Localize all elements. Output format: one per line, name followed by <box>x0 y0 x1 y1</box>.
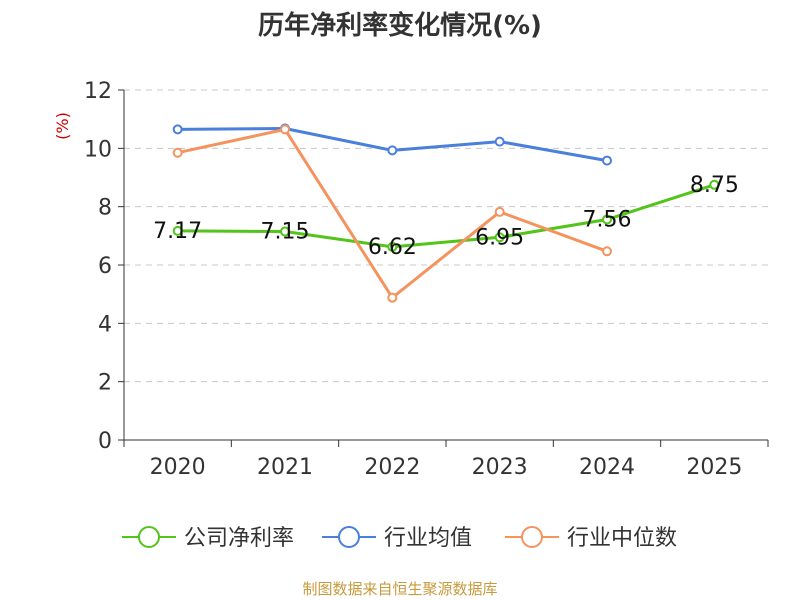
data-point <box>494 206 505 217</box>
data-point <box>602 155 612 166</box>
data-label: 7.17 <box>153 219 202 244</box>
y-tick-label: 0 <box>98 429 112 454</box>
series-line <box>176 127 609 163</box>
axes: 0 2 4 6 8 10 12 2020 2021 2022 2023 2024 2025 <box>84 79 769 480</box>
data-point <box>172 147 183 158</box>
legend-label: 行业均值 <box>384 526 472 551</box>
data-point <box>494 136 505 147</box>
series-layer <box>172 123 720 303</box>
x-tick-label: 2021 <box>257 455 313 480</box>
y-tick-label: 10 <box>84 137 112 162</box>
legend-label: 行业中位数 <box>567 526 677 551</box>
legend-label: 公司净利率 <box>184 526 294 551</box>
x-tick-label: 2020 <box>150 455 206 480</box>
data-point <box>494 232 505 243</box>
data-point <box>602 246 612 257</box>
legend-marker <box>338 526 360 548</box>
x-tick-label: 2023 <box>472 455 528 480</box>
y-tick-label: 8 <box>98 196 112 221</box>
x-tick-label: 2025 <box>686 455 742 480</box>
data-point <box>602 214 612 225</box>
data-point <box>387 241 398 252</box>
y-tick-label: 4 <box>98 312 112 337</box>
data-point <box>387 292 398 303</box>
y-axis-unit: (%) <box>53 112 72 140</box>
legend: 公司净利率 行业均值 行业中位数 <box>122 526 677 551</box>
data-label: 6.95 <box>475 225 524 250</box>
y-tick-label: 2 <box>98 371 112 396</box>
data-label: 8.75 <box>690 173 739 198</box>
y-tick-label: 6 <box>98 254 112 279</box>
data-label: 7.56 <box>583 208 632 233</box>
data-point <box>172 124 183 135</box>
source-note: 制图数据来自恒生聚源数据库 <box>302 580 497 598</box>
series-line <box>176 183 716 249</box>
data-point <box>280 226 290 237</box>
x-tick-label: 2024 <box>579 455 635 480</box>
y-tick-label: 12 <box>84 79 112 104</box>
gridlines <box>124 89 768 383</box>
x-tick-label: 2022 <box>364 455 420 480</box>
data-labels: 7.17 7.15 6.62 6.95 7.56 8.75 <box>153 173 739 260</box>
legend-marker <box>521 526 543 548</box>
data-point <box>387 145 398 156</box>
data-point <box>709 179 720 190</box>
legend-marker <box>138 526 160 548</box>
data-point <box>280 124 290 135</box>
data-point <box>172 225 183 236</box>
data-label: 7.15 <box>261 219 310 244</box>
data-label: 6.62 <box>368 235 417 260</box>
chart-title: 历年净利率变化情况(%) <box>258 10 542 41</box>
